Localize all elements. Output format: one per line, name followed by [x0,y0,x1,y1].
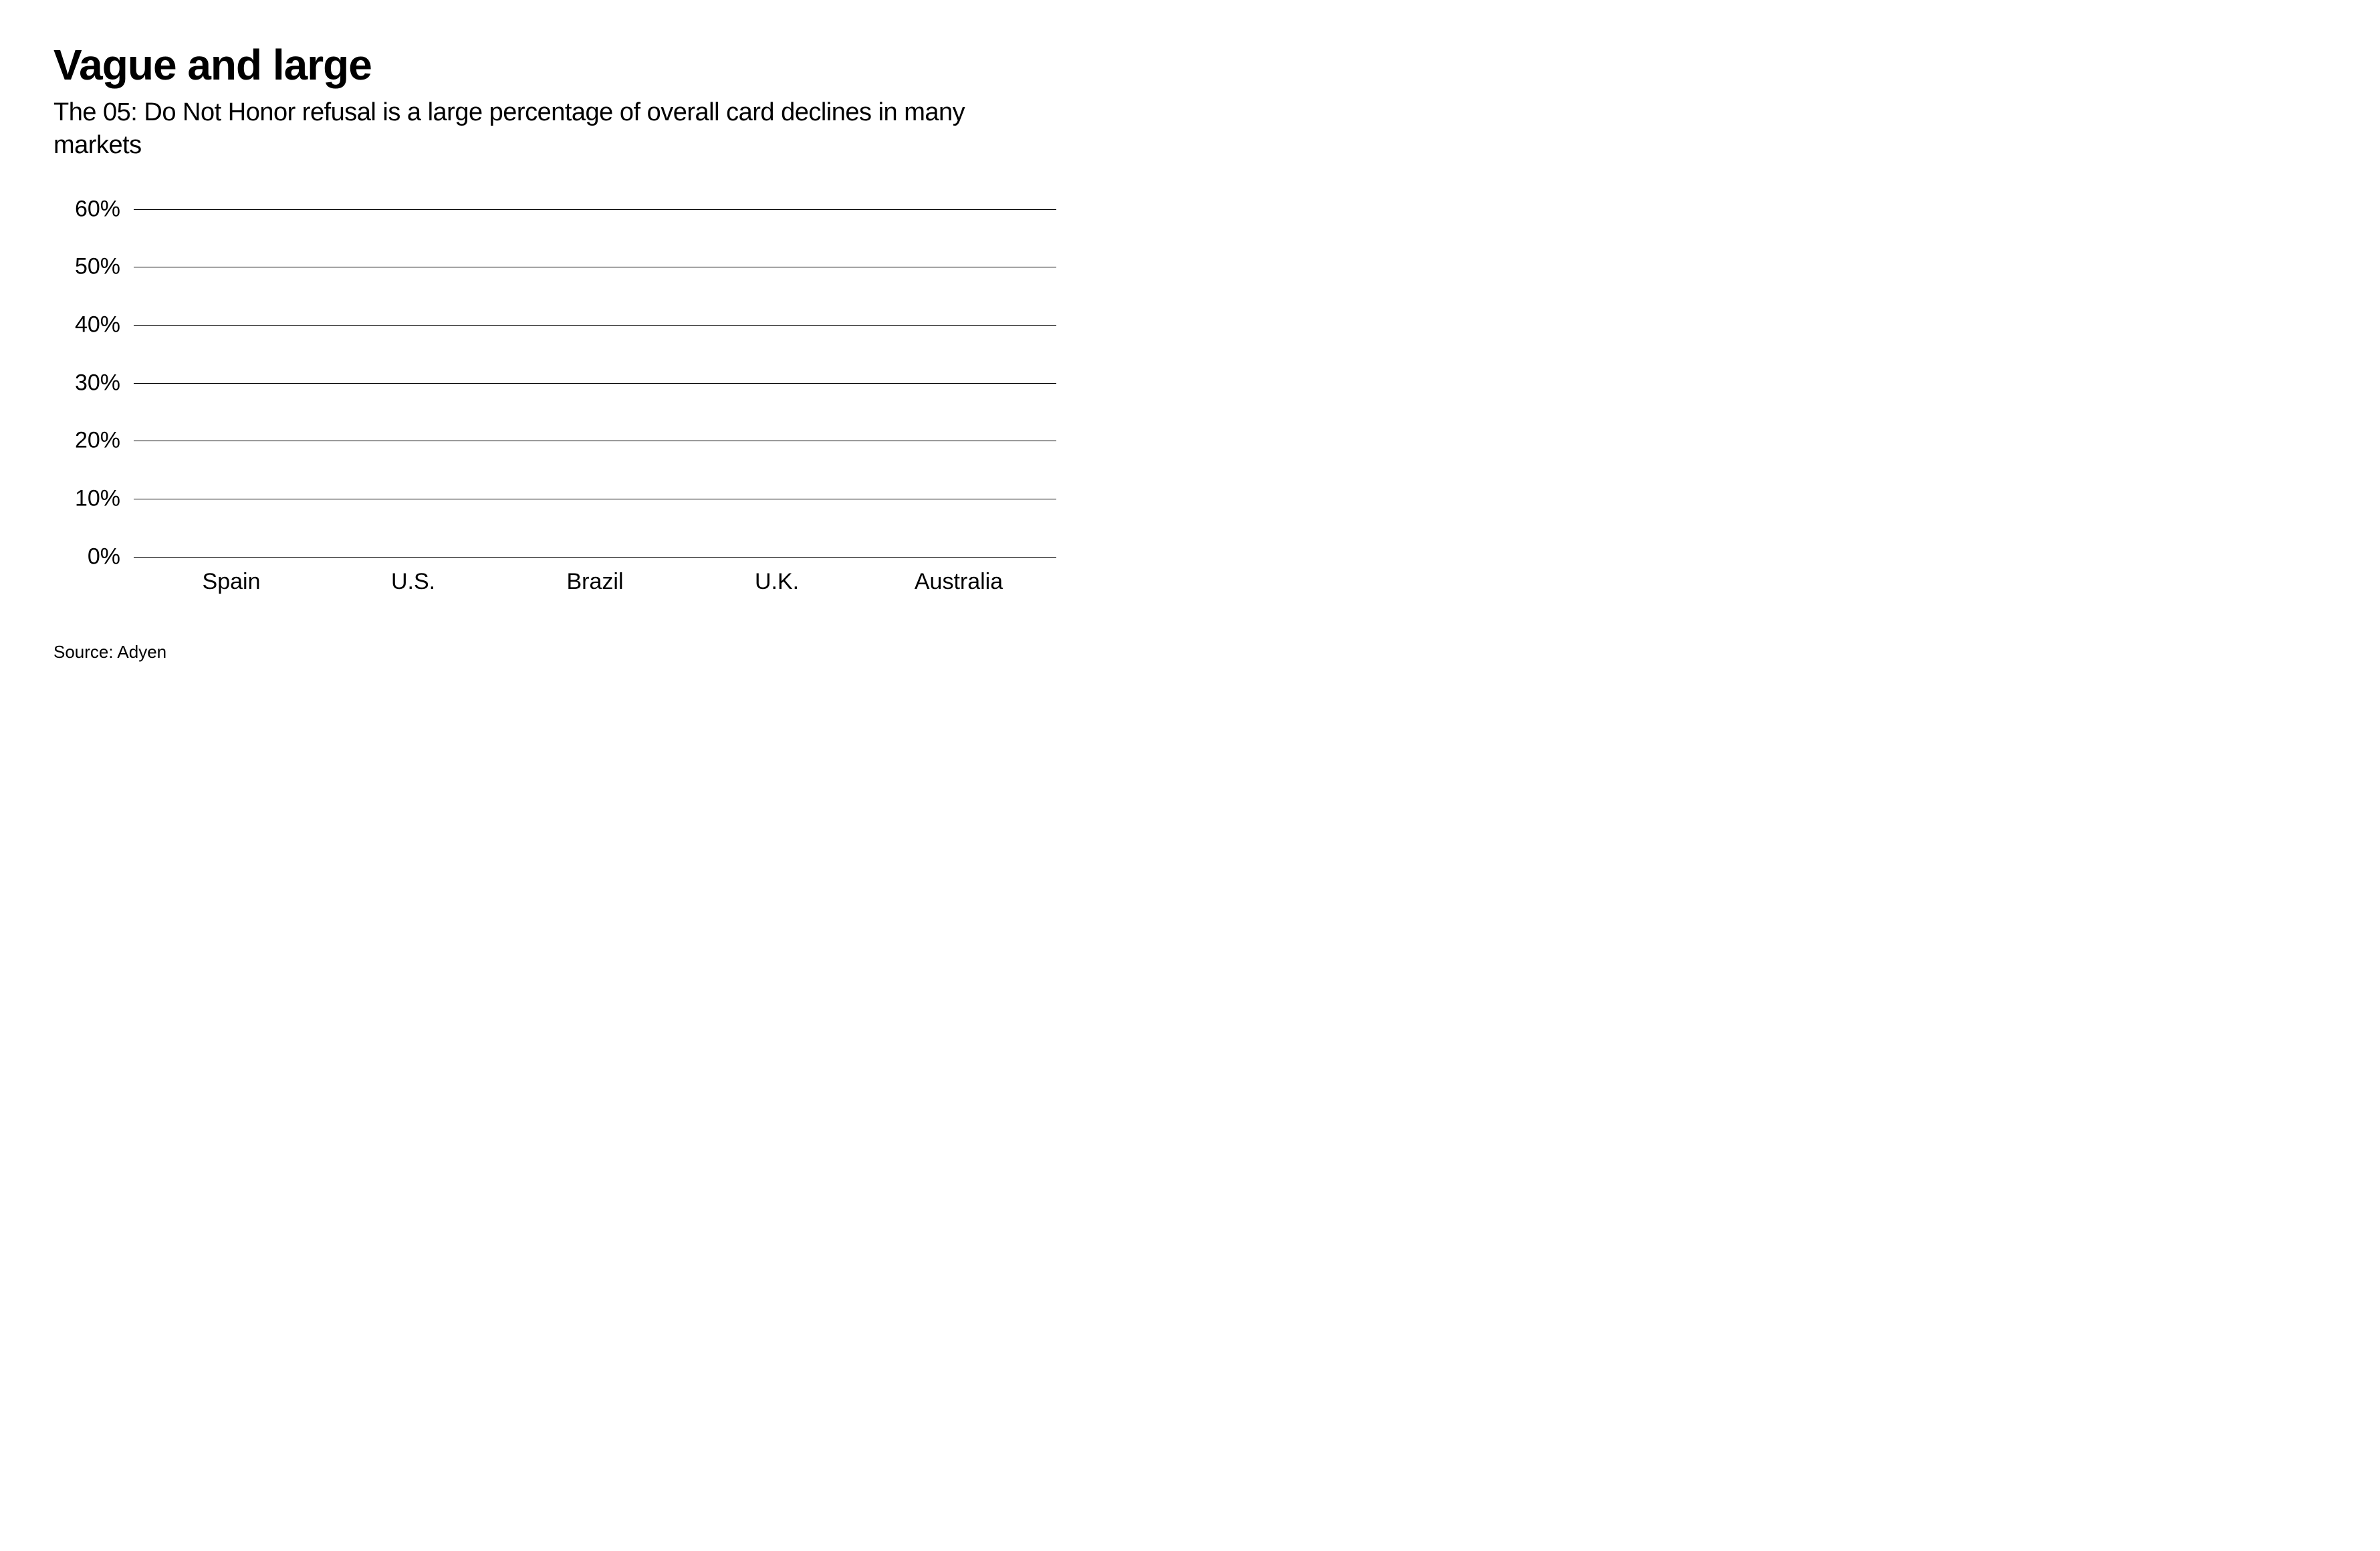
x-axis-label: U.K. [686,569,868,595]
y-tick-label: 30% [75,370,120,396]
chart-title: Vague and large [53,40,1056,90]
chart-subtitle: The 05: Do Not Honor refusal is a large … [53,96,1056,162]
x-axis-label: Australia [868,569,1050,595]
y-tick-label: 0% [88,544,120,570]
y-tick-label: 50% [75,254,120,280]
x-axis-label: Brazil [504,569,686,595]
bars-group [134,209,1056,557]
chart-container: Vague and large The 05: Do Not Honor ref… [53,40,1056,663]
y-tick-label: 40% [75,312,120,338]
y-tick-label: 20% [75,428,120,454]
chart-source: Source: Adyen [53,642,1056,663]
y-axis: 60%50%40%30%20%10%0% [53,209,134,557]
chart-body: 60%50%40%30%20%10%0% SpainU.S.BrazilU.K.… [53,209,1056,595]
x-axis-label: U.S. [322,569,504,595]
gridline [134,557,1056,558]
x-axis: SpainU.S.BrazilU.K.Australia [134,557,1056,595]
chart-plot-area: 60%50%40%30%20%10%0% [53,209,1056,557]
y-tick-label: 60% [75,196,120,222]
x-axis-label: Spain [140,569,322,595]
plot [134,209,1056,557]
y-tick-label: 10% [75,486,120,512]
